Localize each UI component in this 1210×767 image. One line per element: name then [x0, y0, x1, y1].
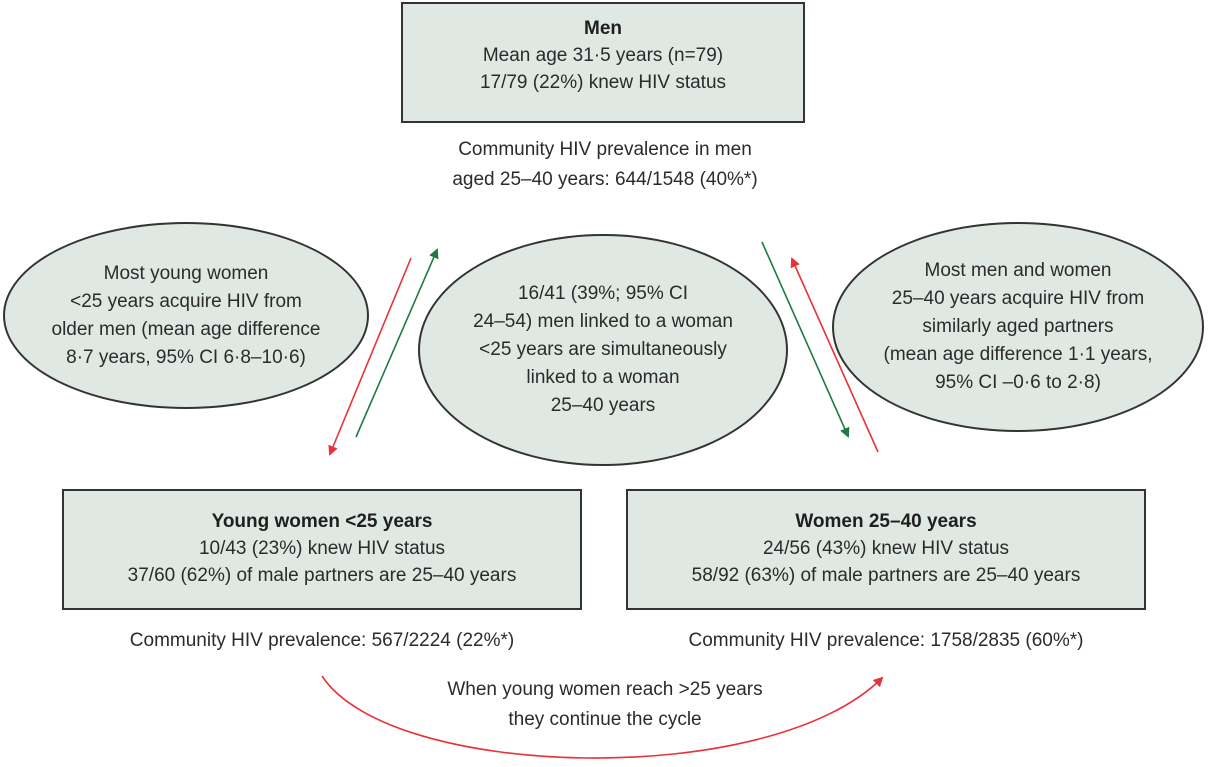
women-prevalence-caption: Community HIV prevalence: 1758/2835 (60%… — [626, 626, 1146, 656]
arrow-men-to-young-women — [328, 257, 412, 456]
right-ellipse-line: similarly aged partners — [922, 316, 1114, 337]
young-women-male-partners: 37/60 (62%) of male partners are 25–40 y… — [127, 565, 517, 586]
young-women-knew-status: 10/43 (23%) knew HIV status — [198, 538, 446, 559]
men-prevalence-caption: Community HIV prevalence in men aged 25–… — [380, 135, 830, 195]
center-ellipse-line: 24–54) men linked to a woman — [473, 311, 733, 332]
right-ellipse-line: Most men and women — [924, 260, 1112, 281]
young-women-prevalence-caption: Community HIV prevalence: 567/2224 (22%*… — [62, 626, 582, 656]
right-ellipse-line: 25–40 years acquire HIV from — [891, 288, 1145, 309]
young-women-prevalence: Community HIV prevalence: 567/2224 (22%*… — [129, 630, 515, 651]
women-male-partners: 58/92 (63%) of male partners are 25–40 y… — [691, 565, 1081, 586]
men-prevalence-line2: aged 25–40 years: 644/1548 (40%*) — [452, 169, 758, 190]
cycle-caption-line1: When young women reach >25 years — [447, 679, 763, 700]
center-ellipse-line: <25 years are simultaneously — [479, 339, 727, 360]
center-ellipse: 16/41 (39%; 95% CI 24–54) men linked to … — [418, 234, 788, 466]
right-ellipse: Most men and women 25–40 years acquire H… — [832, 222, 1204, 432]
men-prevalence-line1: Community HIV prevalence in men — [458, 139, 752, 160]
cycle-caption: When young women reach >25 years they co… — [380, 675, 830, 735]
women-prevalence: Community HIV prevalence: 1758/2835 (60%… — [688, 630, 1084, 651]
right-ellipse-line: (mean age difference 1·1 years, — [883, 344, 1153, 365]
left-ellipse-line: Most young women — [103, 262, 269, 284]
center-ellipse-line: linked to a woman — [526, 367, 680, 388]
women-box-title: Women 25–40 years — [795, 511, 977, 532]
left-ellipse-line: older men (mean age difference — [51, 318, 321, 340]
left-ellipse-line: 8·7 years, 95% CI 6·8–10·6) — [66, 346, 306, 368]
men-knew-status: 17/79 (22%) knew HIV status — [479, 72, 727, 93]
arrow-cycle-arc — [321, 675, 884, 759]
cycle-caption-line2: they continue the cycle — [508, 709, 702, 730]
women-knew-status: 24/56 (43%) knew HIV status — [762, 538, 1010, 559]
women-box: Women 25–40 years 24/56 (43%) knew HIV s… — [626, 489, 1146, 610]
left-ellipse: Most young women <25 years acquire HIV f… — [3, 222, 369, 409]
young-women-box: Young women <25 years 10/43 (23%) knew H… — [62, 489, 582, 610]
left-ellipse-line: <25 years acquire HIV from — [70, 290, 302, 312]
center-ellipse-line: 25–40 years — [550, 395, 656, 416]
arrow-young-women-to-men — [355, 248, 439, 438]
men-box: Men Mean age 31·5 years (n=79) 17/79 (22… — [401, 2, 805, 123]
arrow-men-to-women — [761, 241, 850, 438]
men-mean-age: Mean age 31·5 years (n=79) — [482, 45, 724, 66]
men-box-title: Men — [584, 18, 622, 39]
right-ellipse-line: 95% CI –0·6 to 2·8) — [935, 372, 1101, 393]
young-women-box-title: Young women <25 years — [211, 511, 433, 532]
arrow-women-to-men — [790, 257, 879, 453]
center-ellipse-line: 16/41 (39%; 95% CI — [517, 283, 689, 304]
